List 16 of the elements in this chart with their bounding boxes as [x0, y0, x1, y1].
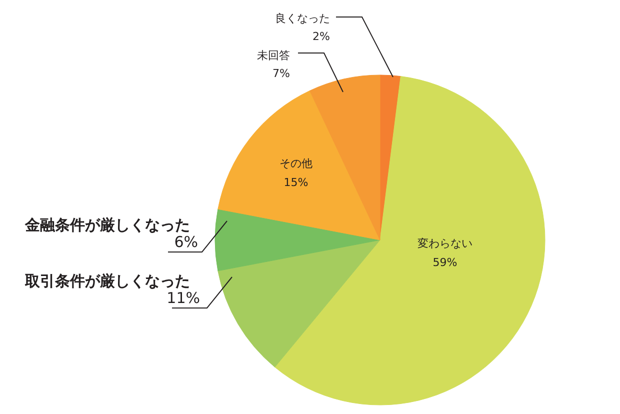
pie-slice: [218, 90, 380, 240]
slice-label: 良くなった: [275, 12, 330, 25]
slice-label: その他: [280, 157, 312, 170]
data-label: 6%: [174, 233, 198, 251]
data-label: 7%: [272, 67, 290, 80]
slice-label: 変わらない: [418, 237, 472, 250]
data-label: 11%: [166, 289, 200, 307]
pie-slice: [274, 76, 546, 406]
slice-label: 金融条件が厳しくなった: [24, 216, 190, 234]
data-label: 59%: [432, 256, 458, 269]
slice-label: 取引条件が厳しくなった: [24, 272, 190, 290]
data-label: 15%: [284, 176, 308, 189]
pie-slice: [218, 240, 380, 368]
data-label: 2%: [312, 30, 330, 43]
slice-label: 未回答: [257, 49, 290, 62]
pie-slice: [214, 208, 380, 272]
